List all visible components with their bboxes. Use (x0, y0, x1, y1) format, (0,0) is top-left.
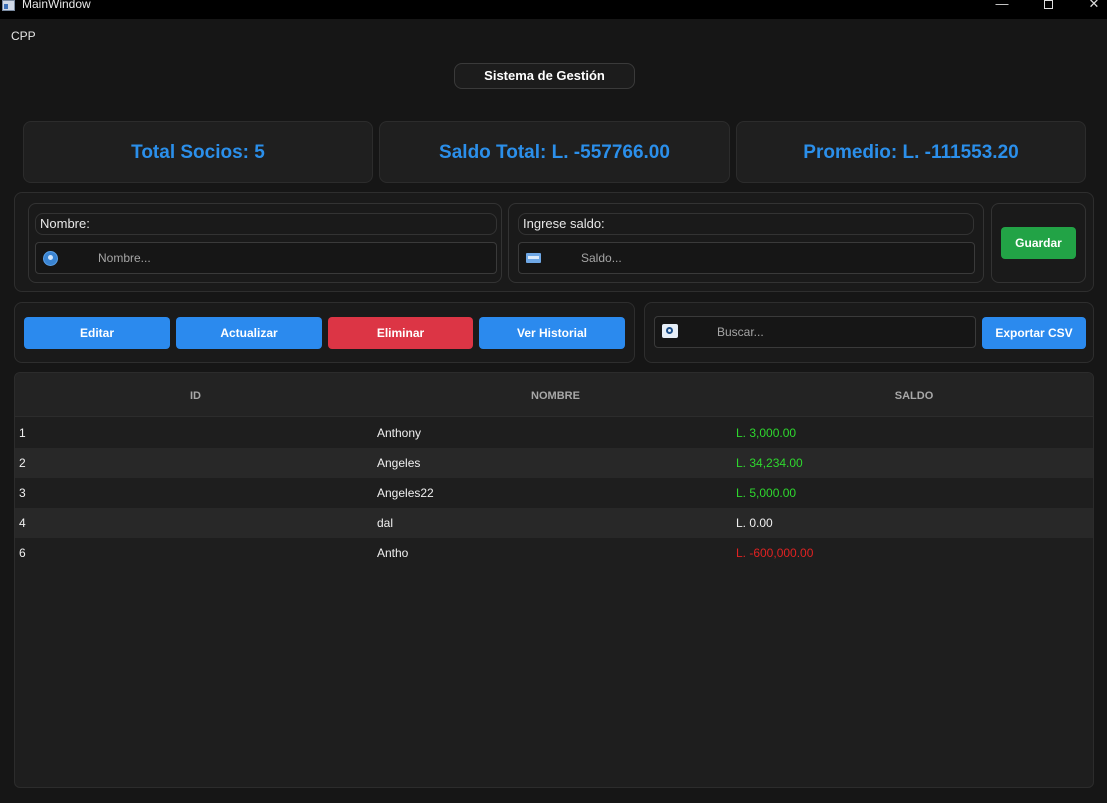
column-header-saldo[interactable]: SALDO (894, 390, 934, 402)
exportar-csv-button[interactable]: Exportar CSV (982, 317, 1086, 349)
menu-bar: CPP (0, 19, 1107, 53)
minimize-button[interactable]: — (995, 0, 1009, 11)
nombre-label: Nombre: (35, 213, 497, 235)
guardar-group: Guardar (991, 203, 1086, 283)
nombre-group: Nombre: (28, 203, 502, 283)
saldo-group: Ingrese saldo: (508, 203, 984, 283)
user-icon (43, 251, 58, 266)
maximize-button[interactable] (1025, 0, 1071, 15)
eliminar-button[interactable]: Eliminar (328, 317, 473, 349)
card-icon (526, 253, 541, 263)
cell-nombre: Angeles22 (377, 486, 434, 500)
cell-nombre: dal (377, 516, 394, 530)
cell-saldo: L. -600,000.00 (736, 546, 814, 560)
nombre-input[interactable] (98, 243, 420, 273)
table-row[interactable]: 1 Anthony L. 3,000.00 (15, 418, 1093, 448)
table-row[interactable]: 2 Angeles L. 34,234.00 (15, 448, 1093, 478)
cell-saldo: L. 34,234.00 (736, 456, 803, 470)
table-row[interactable]: 3 Angeles22 L. 5,000.00 (15, 478, 1093, 508)
cell-nombre: Anthony (377, 426, 422, 440)
search-input[interactable] (717, 317, 941, 347)
maximize-icon (1043, 0, 1053, 9)
form-panel: Nombre: Ingrese saldo: Guardar (14, 192, 1094, 292)
cell-saldo: L. 0.00 (736, 516, 773, 530)
table-row[interactable]: 4 dal L. 0.00 (15, 508, 1093, 538)
column-header-id[interactable]: ID (190, 390, 201, 402)
promedio-card: Promedio: L. -111553.20 (736, 121, 1086, 183)
cell-nombre: Angeles (377, 456, 421, 470)
search-icon (662, 324, 678, 338)
editar-button[interactable]: Editar (24, 317, 170, 349)
actualizar-button[interactable]: Actualizar (176, 317, 322, 349)
saldo-field[interactable] (518, 242, 975, 274)
window-title: MainWindow (22, 0, 91, 11)
cell-id: 4 (19, 516, 26, 530)
title-bar: MainWindow — ✕ (0, 0, 1107, 19)
saldo-input[interactable] (581, 243, 900, 273)
actions-panel: Editar Actualizar Eliminar Ver Historial (14, 302, 635, 363)
table-header: ID NOMBRE SALDO (15, 373, 1093, 417)
cell-saldo: L. 5,000.00 (736, 486, 797, 500)
close-button[interactable]: ✕ (1088, 0, 1100, 11)
cell-saldo: L. 3,000.00 (736, 426, 797, 440)
ver-historial-button[interactable]: Ver Historial (479, 317, 625, 349)
socios-table: ID NOMBRE SALDO 1 Anthony L. 3,000.00 2 … (14, 372, 1094, 788)
total-socios-card: Total Socios: 5 (23, 121, 373, 183)
cell-id: 2 (19, 456, 26, 470)
table-row[interactable]: 6 Antho L. -600,000.00 (15, 538, 1093, 568)
page-title: Sistema de Gestión (454, 63, 635, 89)
menu-item-cpp[interactable]: CPP (11, 29, 36, 43)
app-icon (2, 0, 15, 11)
search-panel: Exportar CSV (644, 302, 1094, 363)
cell-id: 6 (19, 546, 26, 560)
saldo-total-card: Saldo Total: L. -557766.00 (379, 121, 730, 183)
saldo-label: Ingrese saldo: (518, 213, 974, 235)
cell-id: 1 (19, 426, 26, 440)
column-header-nombre[interactable]: NOMBRE (531, 390, 580, 402)
search-field[interactable] (654, 316, 976, 348)
cell-id: 3 (19, 486, 26, 500)
cell-nombre: Antho (377, 546, 409, 560)
nombre-field[interactable] (35, 242, 497, 274)
guardar-button[interactable]: Guardar (1001, 227, 1076, 259)
